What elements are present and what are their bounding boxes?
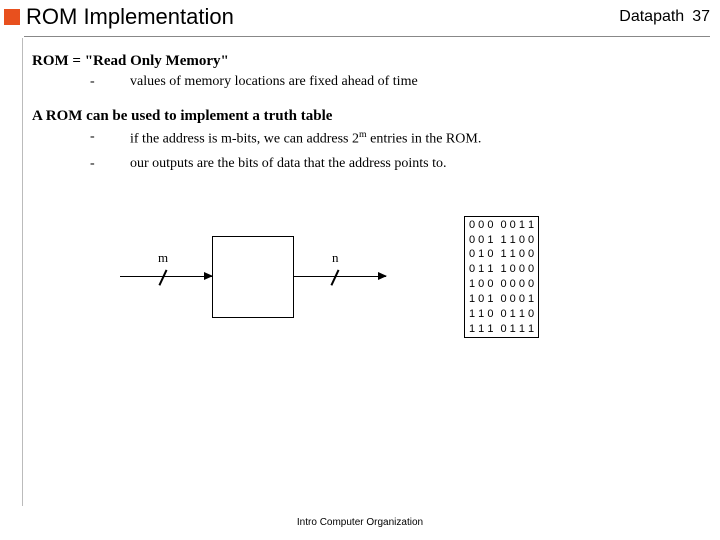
slide-content: ROM = "Read Only Memory" - values of mem… <box>0 37 720 402</box>
slide-title: ROM Implementation <box>26 4 619 30</box>
bus-slash-icon <box>330 269 339 285</box>
bullet-item: - if the address is m-bits, we can addre… <box>90 129 692 148</box>
vertical-rule <box>22 38 23 506</box>
bullet-text: our outputs are the bits of data that th… <box>130 156 447 172</box>
input-wire <box>120 276 212 278</box>
rom-diagram: m n 0 0 00 0 1 10 0 11 1 0 00 1 01 1 0 0… <box>32 202 692 402</box>
output-wire <box>294 276 386 278</box>
rom-box <box>212 236 294 318</box>
bullet-item: - our outputs are the bits of data that … <box>90 156 692 172</box>
page-number: 37 <box>692 8 710 26</box>
accent-square-icon <box>4 9 20 25</box>
table-row: 1 1 10 1 1 1 <box>469 322 534 337</box>
bullet-dash: - <box>90 129 130 148</box>
topic-label: Datapath <box>619 8 684 26</box>
slide-header: ROM Implementation Datapath 37 <box>0 0 720 36</box>
table-row: 1 0 10 0 0 1 <box>469 292 534 307</box>
table-row: 1 0 00 0 0 0 <box>469 277 534 292</box>
slide-footer: Intro Computer Organization <box>0 517 720 528</box>
table-row: 1 1 00 1 1 0 <box>469 307 534 322</box>
bus-slash-icon <box>158 269 167 285</box>
table-row: 0 1 11 0 0 0 <box>469 262 534 277</box>
arrow-icon <box>378 272 387 280</box>
bullet-text: values of memory locations are fixed ahe… <box>130 74 418 90</box>
table-row: 0 1 01 1 0 0 <box>469 247 534 262</box>
truth-table: 0 0 00 0 1 10 0 11 1 0 00 1 01 1 0 00 1 … <box>464 216 539 339</box>
label-n: n <box>332 250 339 266</box>
table-row: 0 0 11 1 0 0 <box>469 233 534 248</box>
bullet-dash: - <box>90 74 130 90</box>
table-row: 0 0 00 0 1 1 <box>469 218 534 233</box>
label-m: m <box>158 250 168 266</box>
section2-heading: A ROM can be used to implement a truth t… <box>32 108 692 125</box>
bullet-text: if the address is m-bits, we can address… <box>130 129 481 148</box>
bullet-dash: - <box>90 156 130 172</box>
bullet-item: - values of memory locations are fixed a… <box>90 74 692 90</box>
section1-heading: ROM = "Read Only Memory" <box>32 53 692 70</box>
